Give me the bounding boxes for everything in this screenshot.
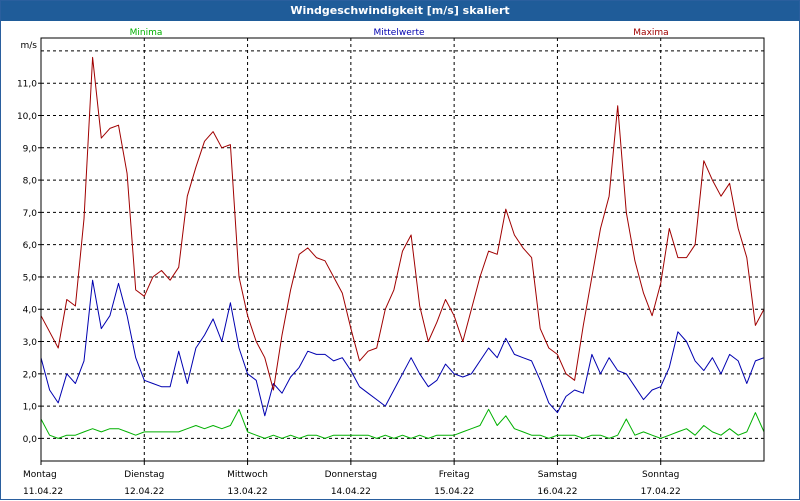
x-tick-day: Donnerstag	[325, 470, 378, 480]
x-axis-ticks: Montag 11.04.22 Dienstag 12.04.22 Mittwoch 13…	[23, 470, 681, 497]
legend-mittelwerte: Mittelwerte	[373, 28, 424, 38]
y-tick-label: 7,0	[23, 209, 38, 219]
series-line-maxima	[40, 56, 765, 391]
x-tick-date: 17.04.22	[641, 487, 681, 497]
series-line-mittelwerte	[40, 279, 765, 417]
legend-maxima: Maxima	[633, 28, 668, 38]
x-tick-day: Mittwoch	[227, 470, 268, 480]
plot-frame	[40, 37, 765, 462]
x-tick-day: Sonntag	[642, 470, 679, 480]
y-tick-label: 4,0	[23, 306, 38, 316]
legend-minima: Minima	[130, 28, 163, 38]
x-tick-date: 14.04.22	[331, 487, 371, 497]
y-axis-ticks: 0,0 1,0 2,0 3,0 4,0 5,0 6,0 7,0 8,0 9,0 10,0 11,0	[17, 80, 37, 445]
x-tick-day: Samstag	[538, 470, 577, 480]
series	[40, 56, 765, 439]
x-tick-date: 11.04.22	[23, 487, 63, 497]
legend: Minima Mittelwerte Maxima	[130, 28, 669, 38]
y-tick-label: 9,0	[23, 144, 38, 154]
x-tick-date: 15.04.22	[434, 487, 474, 497]
x-tick-day: Dienstag	[124, 470, 164, 480]
y-tick-label: 1,0	[23, 403, 38, 413]
y-tick-label: 5,0	[23, 273, 38, 283]
series-line-minima	[40, 408, 765, 439]
y-tick-label: 6,0	[23, 241, 38, 251]
y-tick-label: 8,0	[23, 177, 38, 187]
x-tick-date: 16.04.22	[537, 487, 577, 497]
grid	[38, 38, 764, 465]
y-tick-label: 10,0	[17, 112, 37, 122]
x-tick-date: 13.04.22	[228, 487, 268, 497]
y-tick-label: 3,0	[23, 338, 38, 348]
y-tick-label: 0,0	[23, 435, 38, 445]
x-tick-day: Montag	[23, 470, 57, 480]
y-tick-label: 11,0	[17, 80, 37, 90]
y-axis-label: m/s	[21, 41, 38, 51]
x-tick-date: 12.04.22	[124, 487, 164, 497]
x-tick-day: Freitag	[439, 470, 470, 480]
y-tick-label: 2,0	[23, 370, 38, 380]
window-title: Windgeschwindigkeit [m/s] skaliert	[1, 1, 799, 21]
